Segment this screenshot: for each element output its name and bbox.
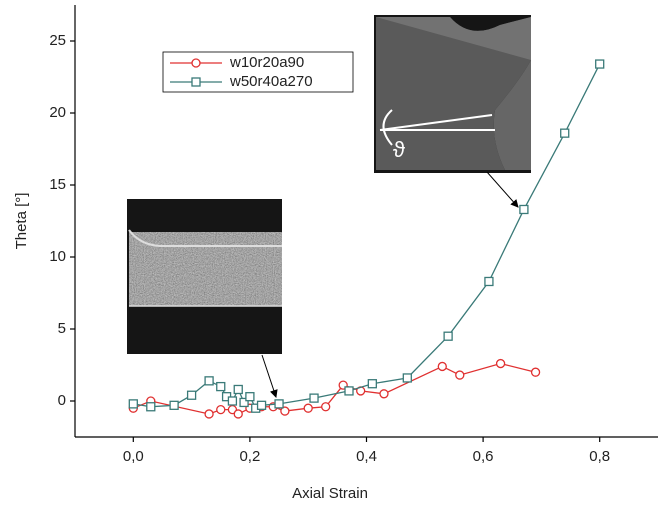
y-tick-label: 0 bbox=[58, 392, 66, 409]
y-tick-label: 25 bbox=[49, 32, 66, 49]
plot-area: 0 5 10 15 20 25 0,0 0,2 0,4 0,6 0,8 bbox=[49, 5, 658, 465]
marker bbox=[216, 381, 226, 392]
marker bbox=[216, 404, 226, 415]
legend-label: w10r20a90 bbox=[229, 54, 304, 71]
y-tick-label: 5 bbox=[58, 320, 66, 337]
marker bbox=[227, 396, 238, 406]
inset-bent bbox=[374, 15, 531, 208]
legend-label: w50r40a270 bbox=[229, 73, 313, 90]
legend-marker bbox=[191, 58, 201, 68]
marker bbox=[402, 373, 412, 383]
inset-straight bbox=[127, 199, 282, 398]
marker bbox=[245, 392, 255, 402]
marker bbox=[169, 400, 179, 410]
x-tick-label: 0,6 bbox=[473, 448, 494, 465]
y-axis-label: Theta [°] bbox=[13, 193, 30, 250]
legend-marker bbox=[191, 77, 201, 87]
marker bbox=[186, 390, 197, 400]
series-line bbox=[133, 362, 536, 415]
x-tick-label: 0,8 bbox=[589, 448, 610, 465]
marker bbox=[484, 276, 494, 287]
x-axis-label: Axial Strain bbox=[292, 485, 368, 502]
x-tick-label: 0,0 bbox=[123, 448, 144, 465]
marker bbox=[280, 406, 290, 416]
x-tick-label: 0,2 bbox=[239, 448, 260, 465]
marker bbox=[128, 399, 138, 409]
marker bbox=[233, 409, 243, 419]
marker bbox=[367, 379, 377, 389]
marker bbox=[455, 370, 465, 380]
marker bbox=[344, 386, 354, 396]
marker bbox=[233, 384, 243, 395]
marker bbox=[437, 361, 447, 372]
marker bbox=[274, 399, 284, 409]
marker bbox=[239, 397, 249, 408]
marker bbox=[495, 358, 506, 369]
inset-annotation: ϑ bbox=[393, 137, 405, 162]
y-tick-label: 10 bbox=[49, 248, 66, 265]
marker bbox=[146, 402, 156, 412]
marker bbox=[204, 376, 214, 386]
y-tick-label: 15 bbox=[49, 176, 66, 193]
x-tick-label: 0,4 bbox=[356, 448, 377, 465]
y-tick-label: 20 bbox=[49, 104, 66, 121]
marker bbox=[204, 409, 214, 419]
marker bbox=[379, 389, 389, 399]
marker bbox=[560, 128, 570, 138]
marker bbox=[309, 393, 319, 403]
marker bbox=[443, 331, 453, 341]
marker bbox=[321, 402, 331, 412]
marker bbox=[530, 367, 541, 377]
marker bbox=[519, 204, 529, 215]
marker bbox=[303, 403, 313, 413]
marker bbox=[595, 59, 605, 69]
marker bbox=[256, 400, 267, 410]
